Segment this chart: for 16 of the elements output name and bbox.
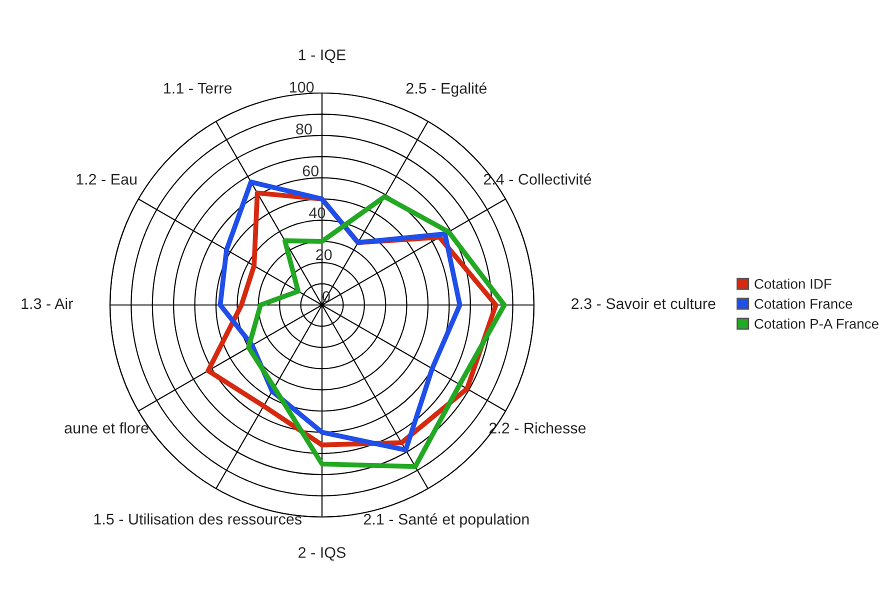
legend-label: Cotation France	[754, 298, 852, 309]
spoke-label: 1.3 - Air	[22, 298, 73, 310]
spoke-label: 1 - IQE	[298, 49, 346, 64]
spoke-label: aune et flore	[64, 422, 148, 434]
y-tick-label: 80	[296, 124, 312, 134]
legend-label: Cotation P-A France	[754, 318, 878, 329]
spoke-label: 1.1 - Terre	[164, 82, 232, 94]
y-tick-label: 60	[302, 166, 318, 176]
spoke-label: 2.5 - Egalité	[406, 82, 486, 97]
spoke-label: 1.2 - Eau	[76, 174, 137, 185]
spoke-label: 2.3 - Savoir et culture	[572, 298, 716, 310]
spoke-label: 1.5 - Utilisation des ressources	[94, 513, 302, 525]
spoke-label: 2.1 - Santé et population	[364, 513, 529, 528]
y-tick-label: 100	[290, 82, 314, 93]
spoke-label: 2 - IQS	[298, 547, 346, 561]
legend-label: Cotation IDF	[754, 278, 832, 289]
